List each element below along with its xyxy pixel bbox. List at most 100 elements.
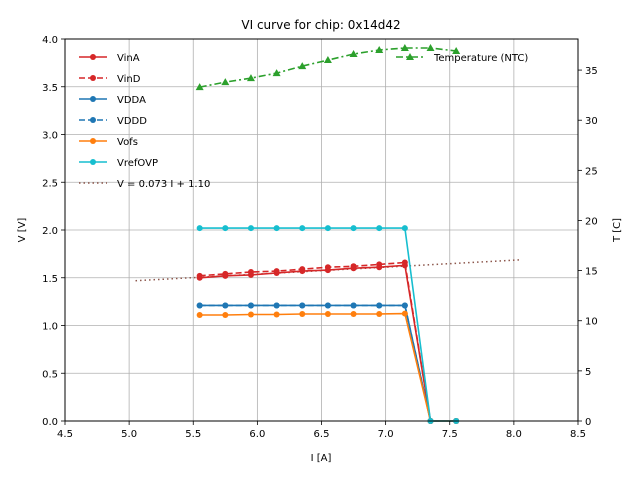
series-vrefovp [196, 225, 460, 424]
y-tick-label: 2.5 [42, 178, 58, 189]
legend-label: VrefOVP [117, 158, 158, 169]
y-tick-label: 4.0 [42, 35, 58, 46]
x-tick-label: 6.0 [249, 429, 265, 440]
legend-label: VinA [117, 53, 140, 64]
legend-marker [90, 54, 96, 60]
data-point [376, 302, 383, 309]
data-point [222, 311, 229, 318]
y-tick-label: 0.5 [42, 369, 58, 380]
x-tick-label: 7.0 [378, 429, 394, 440]
legend-item: VrefOVP [79, 158, 158, 169]
data-point [298, 62, 307, 70]
legend-label: VDDA [117, 95, 146, 106]
legend-marker [90, 75, 96, 81]
data-point [246, 74, 255, 82]
legend-item: Temperature (NTC) [396, 53, 528, 64]
data-point [350, 302, 357, 309]
data-point [350, 311, 357, 318]
legend-marker [90, 138, 96, 144]
legend-label: VinD [117, 74, 141, 85]
y-tick-label: 0.0 [42, 417, 58, 428]
legend-item: V = 0.073 I + 1.10 [79, 179, 210, 190]
y2-tick-label: 0 [585, 417, 591, 428]
legend-item: Vofs [79, 137, 138, 148]
data-point [273, 302, 280, 309]
x-tick-label: 7.5 [442, 429, 458, 440]
y2-tick-label: 25 [585, 166, 598, 177]
y2-tick-label: 20 [585, 216, 598, 227]
data-point [323, 56, 332, 64]
y-axis-right: 0 5 10 15 20 25 30 35 [578, 66, 598, 428]
legend-marker [90, 159, 96, 165]
data-point [376, 225, 383, 232]
series-line [199, 264, 457, 422]
data-point [324, 302, 331, 309]
data-point [247, 225, 254, 232]
legend-item: VDDD [79, 116, 147, 127]
legend-marker [90, 117, 96, 123]
data-point [401, 310, 408, 317]
x-tick-label: 5.5 [185, 429, 201, 440]
data-point [273, 268, 280, 275]
y-tick-label: 2.0 [42, 226, 58, 237]
series-vofs [196, 310, 460, 424]
legend-marker [406, 53, 414, 60]
data-point [196, 272, 203, 279]
legend-item: VDDA [79, 95, 146, 106]
data-point [400, 44, 409, 52]
data-point [350, 225, 357, 232]
data-point [196, 302, 203, 309]
legend-item: VinD [79, 74, 141, 85]
y-axis-label: V [V] [17, 218, 28, 243]
data-point [222, 302, 229, 309]
data-point [324, 225, 331, 232]
data-point [324, 264, 331, 271]
legend-label: V = 0.073 I + 1.10 [117, 179, 210, 190]
data-point [349, 50, 358, 58]
data-point [273, 311, 280, 318]
y-axis-left: 0.0 0.5 1.0 1.5 2.0 2.5 3.0 3.5 4.0 [42, 35, 65, 428]
y-tick-label: 1.0 [42, 322, 58, 333]
x-tick-label: 5.0 [121, 429, 137, 440]
legend-label: Temperature (NTC) [433, 53, 528, 64]
legend-label: VDDD [117, 116, 147, 127]
data-point [247, 302, 254, 309]
y2-tick-label: 5 [585, 367, 591, 378]
chart-title: VI curve for chip: 0x14d42 [241, 18, 400, 32]
legend-marker [90, 96, 96, 102]
legend-item: VinA [79, 53, 140, 64]
data-point [376, 311, 383, 318]
data-point [452, 47, 461, 55]
x-axis-label: I [A] [311, 453, 332, 464]
series-line [199, 227, 457, 422]
data-point [401, 259, 408, 266]
data-point [299, 311, 306, 318]
y-tick-label: 3.5 [42, 83, 58, 94]
x-tick-label: 8.5 [570, 429, 586, 440]
data-point [350, 263, 357, 270]
series-vdda [196, 302, 460, 424]
y2-tick-label: 35 [585, 66, 598, 77]
data-point [376, 261, 383, 268]
x-tick-label: 6.5 [314, 429, 330, 440]
data-point [401, 225, 408, 232]
data-point [196, 311, 203, 318]
data-point [195, 83, 204, 91]
x-axis: 4.5 5.0 5.5 6.0 6.5 7.0 7.5 8.0 8.5 [57, 421, 586, 440]
data-point [375, 46, 384, 54]
data-point [221, 78, 230, 86]
data-point [247, 269, 254, 276]
data-point [299, 225, 306, 232]
x-tick-label: 4.5 [57, 429, 73, 440]
y-tick-label: 1.5 [42, 274, 58, 285]
data-point [196, 225, 203, 232]
legend-label: Vofs [117, 137, 138, 148]
legend-left: VinA VinD VDDA VDDD Vofs VrefOVP V = 0.073 I +… [79, 53, 210, 190]
series-line [199, 47, 457, 88]
data-point [299, 266, 306, 273]
legend-right: Temperature (NTC) [396, 53, 528, 64]
y-tick-label: 3.0 [42, 131, 58, 142]
series-vddd [196, 302, 460, 424]
x-tick-label: 8.0 [506, 429, 522, 440]
